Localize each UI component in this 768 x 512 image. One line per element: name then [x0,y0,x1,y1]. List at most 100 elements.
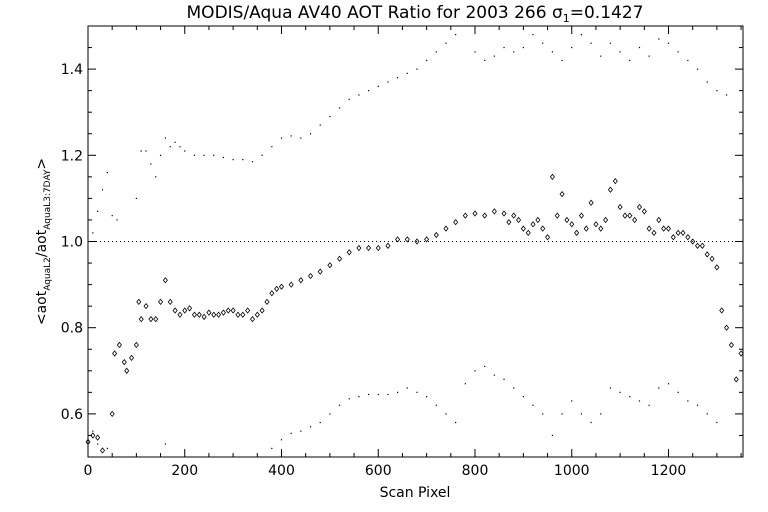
envelope-point [309,426,312,428]
envelope-point [213,154,215,156]
envelope-point [638,400,641,402]
envelope-point [92,430,94,432]
data-point [482,212,488,219]
envelope-point [179,146,181,148]
data-point [109,410,115,418]
envelope-point [687,59,689,62]
data-point [636,203,642,211]
data-point [651,229,657,237]
y-tick-label: 1.0 [61,235,83,251]
envelope-point [280,439,283,441]
data-point [622,212,628,219]
data-point [274,285,280,293]
envelope-point [561,59,563,62]
envelope-point [271,146,273,148]
data-point [264,298,270,305]
data-point [129,354,135,362]
envelope-point [590,42,592,44]
envelope-point [150,163,152,165]
envelope-point [658,387,660,389]
envelope-point [542,42,544,44]
data-point [641,208,647,215]
envelope-point [522,46,524,49]
data-point [516,216,522,224]
envelope-point [677,51,679,53]
envelope-point [203,154,205,156]
envelope-point [532,34,534,36]
data-point [656,216,662,224]
envelope-point [135,197,137,199]
envelope-point [532,404,534,406]
data-point [612,178,618,185]
data-point [308,272,314,280]
data-point [690,238,696,245]
data-point [167,298,173,305]
x-tick-label: 1200 [651,463,687,479]
data-point [661,225,667,232]
envelope-point [619,391,621,393]
data-point [414,238,420,245]
data-point [356,244,362,252]
envelope-point [319,124,321,126]
envelope-point [484,365,486,368]
envelope-point [696,404,699,406]
envelope-point [435,51,437,53]
envelope-point [358,94,360,96]
envelope-point [416,68,418,70]
data-point [259,307,265,314]
envelope-point [667,383,670,385]
x-tick-label: 1000 [554,463,590,479]
envelope-point [300,430,302,432]
data-point [540,225,546,232]
data-point [138,315,144,323]
data-point [501,210,507,217]
envelope-point [222,156,225,159]
y-tick-label: 1.2 [61,148,83,164]
data-point [569,221,575,228]
data-point [136,298,142,305]
chart-title-text: MODIS/Aqua AV40 AOT Ratio for 2003 266 σ… [187,3,644,25]
data-point [738,350,744,357]
envelope-point [571,400,573,402]
envelope-point [561,413,563,415]
data-point [404,236,410,243]
envelope-point [92,232,94,234]
data-point [201,313,207,321]
envelope-point [484,59,486,62]
envelope-point [464,383,466,385]
envelope-point [251,161,254,163]
data-point [235,311,241,318]
data-point [559,190,565,198]
data-point [112,350,118,357]
data-point [337,255,343,262]
data-point [196,311,202,318]
data-point [90,432,96,439]
envelope-point [101,189,104,191]
data-point [598,225,604,232]
envelope-point [522,396,524,398]
data-point [124,367,130,374]
data-point [182,307,188,314]
envelope-point [503,46,505,49]
envelope-point [397,77,399,79]
data-point [719,307,725,314]
data-point [520,225,526,232]
data-point [675,229,681,237]
x-tick-label: 600 [365,463,392,479]
envelope-point [571,46,573,49]
data-point [240,311,246,318]
envelope-point [358,396,360,398]
envelope-point [140,150,142,152]
x-tick-label: 800 [462,463,489,479]
envelope-point [290,432,292,434]
data-point [375,244,381,252]
data-point [646,225,652,232]
data-point [665,225,672,232]
envelope-point [377,85,379,87]
x-axis-label: Scan Pixel [380,485,451,501]
envelope-point [629,396,631,398]
envelope-point [513,387,515,389]
data-point [695,242,701,249]
envelope-point [416,391,418,393]
data-point [680,229,686,237]
